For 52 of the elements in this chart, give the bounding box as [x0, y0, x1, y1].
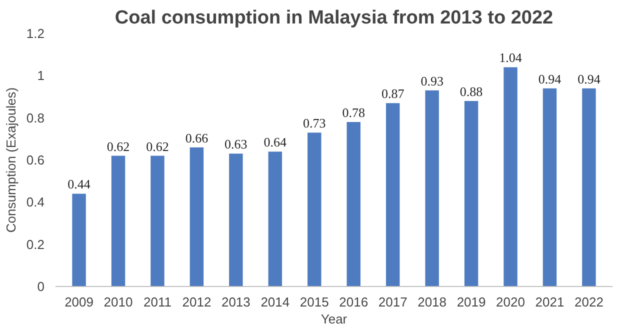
bar	[229, 154, 243, 286]
y-tick-label: 1	[37, 68, 45, 84]
x-tick-label: 2018	[418, 294, 447, 310]
x-tick-label: 2022	[574, 294, 604, 310]
bar	[308, 132, 322, 286]
data-label: 0.94	[578, 71, 601, 86]
data-label: 0.88	[460, 84, 483, 99]
x-tick-label: 2021	[535, 294, 564, 310]
bar	[386, 103, 400, 286]
y-tick-label: 1.2	[26, 26, 45, 41]
y-tick-label: 0.2	[26, 236, 45, 252]
x-tick-label: 2015	[300, 294, 329, 310]
data-label: 0.63	[224, 136, 248, 152]
bar	[190, 147, 204, 286]
bar	[542, 88, 557, 286]
x-tick-label: 2014	[260, 294, 290, 310]
x-tick-label: 2009	[64, 294, 94, 310]
data-label: 1.04	[499, 50, 522, 66]
y-tick-label: 0.8	[26, 110, 45, 126]
x-tick-label: 2012	[182, 294, 212, 310]
y-tick-label: 0.4	[26, 194, 45, 210]
y-tick-label: 0	[37, 279, 45, 294]
data-label: 0.44	[68, 176, 91, 192]
bar	[346, 122, 360, 286]
data-label: 0.73	[303, 116, 326, 131]
data-label: 0.78	[342, 105, 365, 120]
bar	[111, 156, 126, 286]
bar	[72, 194, 86, 286]
data-label: 0.66	[185, 130, 209, 146]
x-tick-label: 2019	[456, 294, 486, 310]
bar	[425, 90, 439, 286]
data-label: 0.93	[420, 73, 444, 88]
data-label: 0.62	[106, 138, 130, 154]
x-tick-label: 2016	[339, 294, 368, 310]
y-tick-label: 0.6	[26, 152, 45, 168]
bar	[504, 67, 518, 286]
x-axis-title: Year	[320, 312, 348, 326]
data-label: 0.94	[538, 71, 562, 86]
x-tick-label: 2017	[378, 294, 408, 310]
data-label: 0.64	[264, 134, 288, 150]
data-label: 0.87	[381, 86, 405, 102]
bar	[464, 100, 478, 286]
x-tick-label: 2020	[496, 294, 525, 310]
data-label: 0.62	[146, 138, 169, 154]
x-tick-label: 2011	[144, 294, 172, 310]
bar	[582, 88, 596, 286]
chart-title: Coal consumption in Malaysia from 2013 to 2022	[114, 8, 554, 28]
bar	[150, 156, 164, 286]
bar	[268, 152, 282, 286]
x-tick-label: 2013	[221, 294, 250, 310]
x-tick-label: 2010	[104, 294, 133, 310]
y-axis-title: Consumption (Exajoules)	[3, 87, 18, 233]
